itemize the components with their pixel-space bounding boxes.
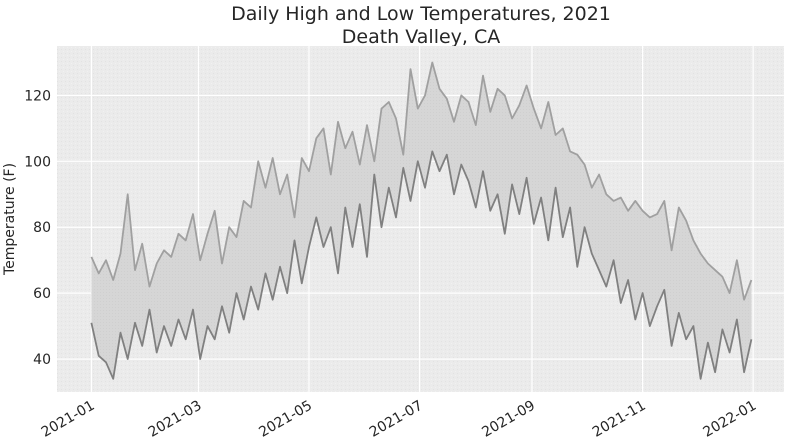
x-tick-label: 2021-11 xyxy=(590,398,649,441)
y-tick-label: 80 xyxy=(33,220,51,236)
x-tick-label: 2021-09 xyxy=(479,398,538,441)
x-tick-label: 2021-05 xyxy=(256,398,315,441)
x-tick-label: 2021-07 xyxy=(367,398,426,441)
high-low-fill xyxy=(91,62,752,379)
y-tick-label: 120 xyxy=(24,88,51,104)
low-temperature-line xyxy=(90,150,753,380)
x-tick-label: 2021-01 xyxy=(39,398,98,441)
fill-between-area xyxy=(91,62,752,379)
y-axis-label: Temperature (F) xyxy=(2,163,18,276)
x-axis-ticks: 2021-01 2021-03 2021-05 2021-07 2021-09 2021-… xyxy=(39,398,759,441)
y-tick-label: 40 xyxy=(33,352,51,368)
high-temperature-line xyxy=(90,61,753,301)
y-axis-ticks: 40 60 80 100 120 xyxy=(24,88,51,368)
chart-subtitle: Death Valley, CA xyxy=(342,26,501,48)
x-tick-label: 2022-01 xyxy=(701,398,760,441)
y-tick-label: 60 xyxy=(33,286,51,302)
plot-area xyxy=(57,46,784,392)
x-tick-label: 2021-03 xyxy=(146,398,205,441)
series-lines xyxy=(90,61,753,380)
chart-title: Daily High and Low Temperatures, 2021 xyxy=(231,3,611,25)
y-tick-label: 100 xyxy=(24,154,51,170)
